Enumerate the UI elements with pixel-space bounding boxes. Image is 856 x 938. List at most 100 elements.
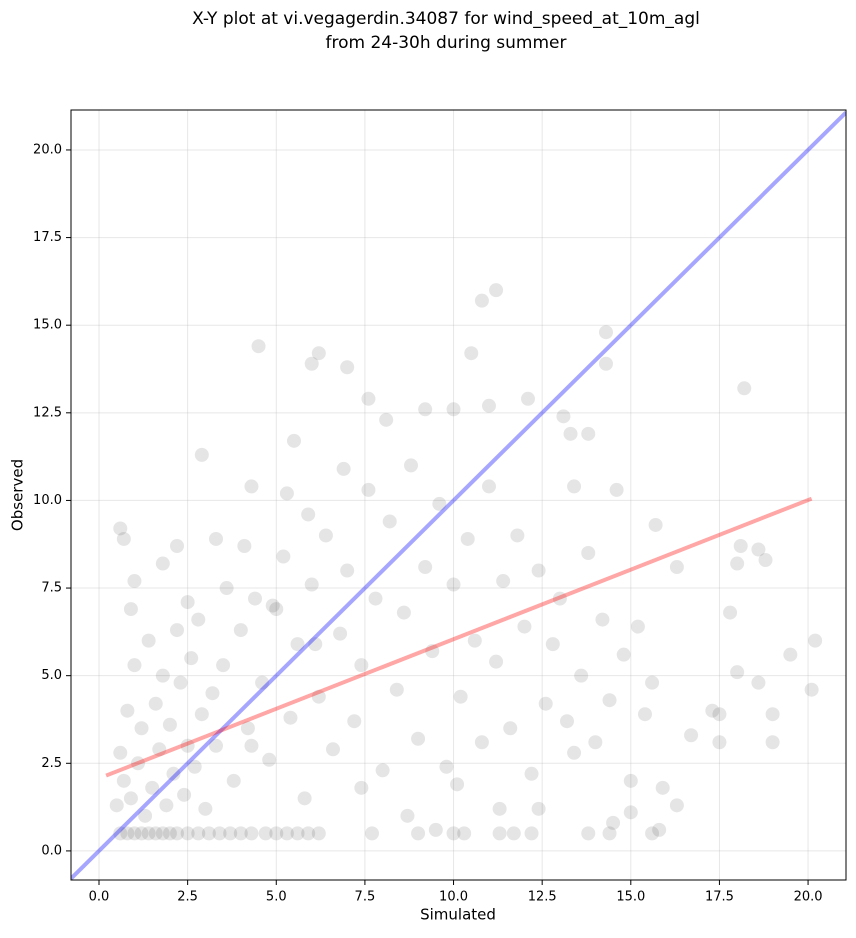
scatter-point: [474, 735, 489, 750]
y-tick-label: 7.5: [41, 581, 62, 596]
scatter-point: [340, 563, 355, 578]
scatter-point: [364, 826, 379, 841]
x-tick-label: 7.5: [355, 890, 376, 905]
scatter-point: [141, 826, 156, 841]
scatter-point: [170, 826, 185, 841]
y-tick-label: 15.0: [33, 318, 62, 333]
y-tick-label: 17.5: [33, 230, 62, 245]
scatter-point: [616, 647, 631, 662]
scatter-point: [223, 826, 238, 841]
y-tick-label: 2.5: [41, 756, 62, 771]
scatter-point: [669, 560, 684, 575]
scatter-point: [361, 482, 376, 497]
scatter-point: [141, 633, 156, 648]
scatter-point: [347, 714, 362, 729]
scatter-point: [517, 619, 532, 634]
scatter-point: [411, 826, 426, 841]
scatter-point: [524, 766, 539, 781]
scatter-point: [559, 714, 574, 729]
scatter-point: [389, 682, 404, 697]
scatter-point: [226, 773, 241, 788]
scatter-point: [396, 605, 411, 620]
scatter-point: [184, 651, 199, 666]
y-tick-label: 20.0: [33, 142, 62, 157]
scatter-point: [166, 766, 181, 781]
scatter-point: [538, 696, 553, 711]
scatter-point: [446, 826, 461, 841]
scatter-point: [191, 612, 206, 627]
scatter-point: [244, 738, 259, 753]
scatter-point: [258, 826, 273, 841]
scatter-point: [219, 581, 234, 596]
scatter-point: [116, 773, 131, 788]
scatter-point: [379, 412, 394, 427]
scatter-point: [283, 710, 298, 725]
scatter-point: [730, 665, 745, 680]
scatter-point: [563, 426, 578, 441]
chart-title: X-Y plot at vi.vegagerdin.34087 for wind…: [192, 9, 700, 29]
scatter-point: [457, 826, 472, 841]
scatter-point: [212, 826, 227, 841]
reference-line: [105, 496, 813, 778]
scatter-point: [304, 356, 319, 371]
scatter-point: [765, 735, 780, 750]
plot-area: [71, 111, 846, 880]
scatter-point: [191, 826, 206, 841]
scatter-point: [467, 633, 482, 648]
scatter-point: [318, 528, 333, 543]
scatter-point: [113, 521, 128, 536]
scatter-point: [609, 482, 624, 497]
scatter-point: [474, 293, 489, 308]
scatter-point: [205, 686, 220, 701]
x-tick-label: 12.5: [528, 890, 557, 905]
scatter-point: [276, 549, 291, 564]
x-axis-label: Simulated: [420, 906, 496, 924]
scatter-point: [279, 826, 294, 841]
scatter-point: [524, 826, 539, 841]
scatter-point: [567, 745, 582, 760]
scatter-point: [602, 826, 617, 841]
scatter-point: [244, 479, 259, 494]
scatter-point: [194, 447, 209, 462]
scatter-point: [120, 703, 135, 718]
scatter-point: [209, 738, 224, 753]
scatter-point: [684, 728, 699, 743]
scatter-point: [489, 283, 504, 298]
scatter-point: [113, 826, 128, 841]
scatter-point: [244, 826, 259, 841]
scatter-point: [301, 826, 316, 841]
scatter-point: [311, 689, 326, 704]
scatter-point: [588, 735, 603, 750]
scatter-point: [400, 808, 415, 823]
x-tick-label: 17.5: [705, 890, 734, 905]
scatter-point: [503, 721, 518, 736]
scatter-point: [109, 798, 124, 813]
scatter-point: [265, 598, 280, 613]
scatter-point: [510, 528, 525, 543]
scatter-point: [450, 777, 465, 792]
scatter-point: [311, 346, 326, 361]
scatter-point: [177, 787, 192, 802]
scatter-point: [297, 791, 312, 806]
scatter-point: [336, 461, 351, 476]
scatter-point: [134, 721, 149, 736]
scatter-point: [606, 815, 621, 830]
scatter-point: [492, 826, 507, 841]
scatter-point: [368, 591, 383, 606]
scatter-point: [520, 391, 535, 406]
scatter-point: [655, 780, 670, 795]
scatter-point: [148, 696, 163, 711]
scatter-point: [233, 826, 248, 841]
scatter-point: [506, 826, 521, 841]
y-axis-label: Observed: [9, 459, 27, 531]
scatter-point: [645, 675, 660, 690]
scatter-point: [180, 738, 195, 753]
scatter-point: [783, 647, 798, 662]
scatter-point: [598, 356, 613, 371]
scatter-point: [255, 675, 270, 690]
scatter-point: [723, 605, 738, 620]
scatter-point: [148, 826, 163, 841]
scatter-point: [286, 433, 301, 448]
scatter-point: [581, 826, 596, 841]
